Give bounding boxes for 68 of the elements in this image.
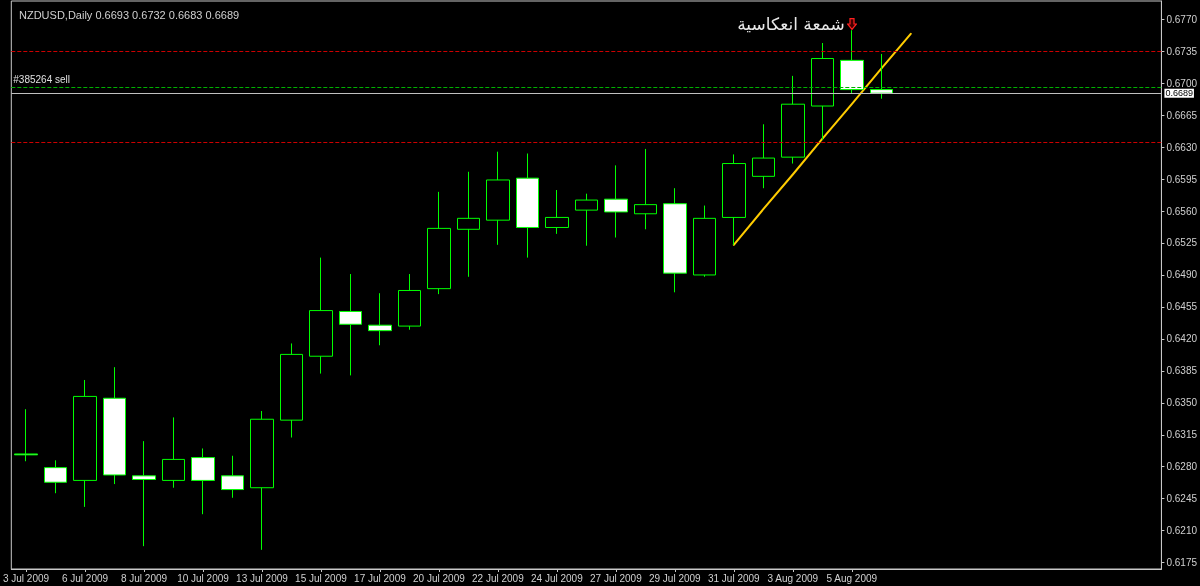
candlestick (191, 447, 215, 515)
x-tick-label: 8 Jul 2009 (120, 572, 168, 584)
candlestick (486, 151, 510, 246)
candlestick (604, 164, 628, 239)
candlestick (368, 292, 392, 346)
candlestick (44, 459, 67, 494)
candlestick (339, 273, 362, 376)
y-tick-label: 0.6700 (1166, 77, 1198, 89)
candlestick (221, 455, 244, 499)
candlestick (103, 366, 126, 485)
ref-line-label: 0.6689 (1165, 88, 1193, 99)
y-tick-label: 0.6175 (1166, 557, 1198, 569)
candlestick (752, 123, 775, 189)
y-tick-label: 0.6665 (1166, 109, 1198, 121)
x-tick-label: 5 Aug 2009 (826, 572, 878, 584)
x-tick-label: 22 Jul 2009 (472, 572, 525, 584)
candlestick (73, 379, 97, 508)
annotation: شمعة انعكاسية (737, 13, 845, 34)
candlestick (811, 42, 834, 141)
y-tick-label: 0.6595 (1166, 173, 1198, 185)
candlestick (781, 75, 805, 165)
y-tick-label: 0.6560 (1166, 205, 1198, 217)
y-tick-label: 0.6385 (1166, 365, 1198, 377)
candlestick (14, 408, 38, 462)
y-tick-label: 0.6630 (1166, 141, 1198, 153)
x-tick-label: 17 Jul 2009 (354, 572, 407, 584)
y-tick-label: 0.6245 (1166, 493, 1198, 505)
candlestick (309, 257, 333, 375)
y-tick-label: 0.6735 (1166, 45, 1198, 57)
candlestick (693, 205, 716, 278)
x-tick-label: 3 Jul 2009 (2, 572, 50, 584)
x-tick-label: 13 Jul 2009 (236, 572, 289, 584)
candlestick (132, 440, 156, 547)
y-tick-label: 0.6770 (1166, 13, 1198, 25)
x-tick-label: 24 Jul 2009 (531, 572, 584, 584)
line-series (732, 32, 912, 246)
y-tick-label: 0.6350 (1166, 397, 1198, 409)
candlestick (162, 416, 185, 489)
y-tick-label: 0.6420 (1166, 333, 1198, 345)
candlestick (280, 342, 303, 438)
candlestick (575, 193, 598, 247)
candlestick (870, 53, 893, 100)
ref-line-label: #385264 sell (13, 74, 71, 86)
y-tick-label: 0.6525 (1166, 237, 1198, 249)
y-tick-label: 0.6315 (1166, 429, 1198, 441)
candlestick (840, 29, 864, 94)
candlestick (457, 171, 480, 278)
y-tick-label: 0.6455 (1166, 301, 1198, 313)
candlestick (663, 187, 687, 293)
candlestick (398, 273, 421, 331)
candlestick (250, 410, 274, 551)
x-tick-label: 15 Jul 2009 (295, 572, 348, 584)
x-tick-label: 29 Jul 2009 (648, 572, 702, 584)
y-tick-label: 0.6490 (1166, 269, 1198, 281)
y-tick-label: 0.6210 (1166, 525, 1198, 537)
x-tick-label: 10 Jul 2009 (177, 572, 230, 584)
candlestick (427, 191, 451, 295)
y-tick-label: 0.6280 (1166, 461, 1198, 473)
candlestick (516, 153, 539, 259)
candlestick (634, 148, 657, 230)
x-tick-label: 3 Aug 2009 (767, 572, 819, 584)
x-tick-label: 20 Jul 2009 (413, 572, 466, 584)
x-tick-label: 31 Jul 2009 (707, 572, 761, 584)
x-tick-label: 6 Jul 2009 (61, 572, 109, 584)
text: NZDUSD,Daily 0.6693 0.6732 0.6683 0.6689 (19, 8, 240, 21)
candlestick (722, 153, 746, 246)
x-tick-label: 27 Jul 2009 (589, 572, 643, 584)
candlestick (545, 189, 569, 235)
